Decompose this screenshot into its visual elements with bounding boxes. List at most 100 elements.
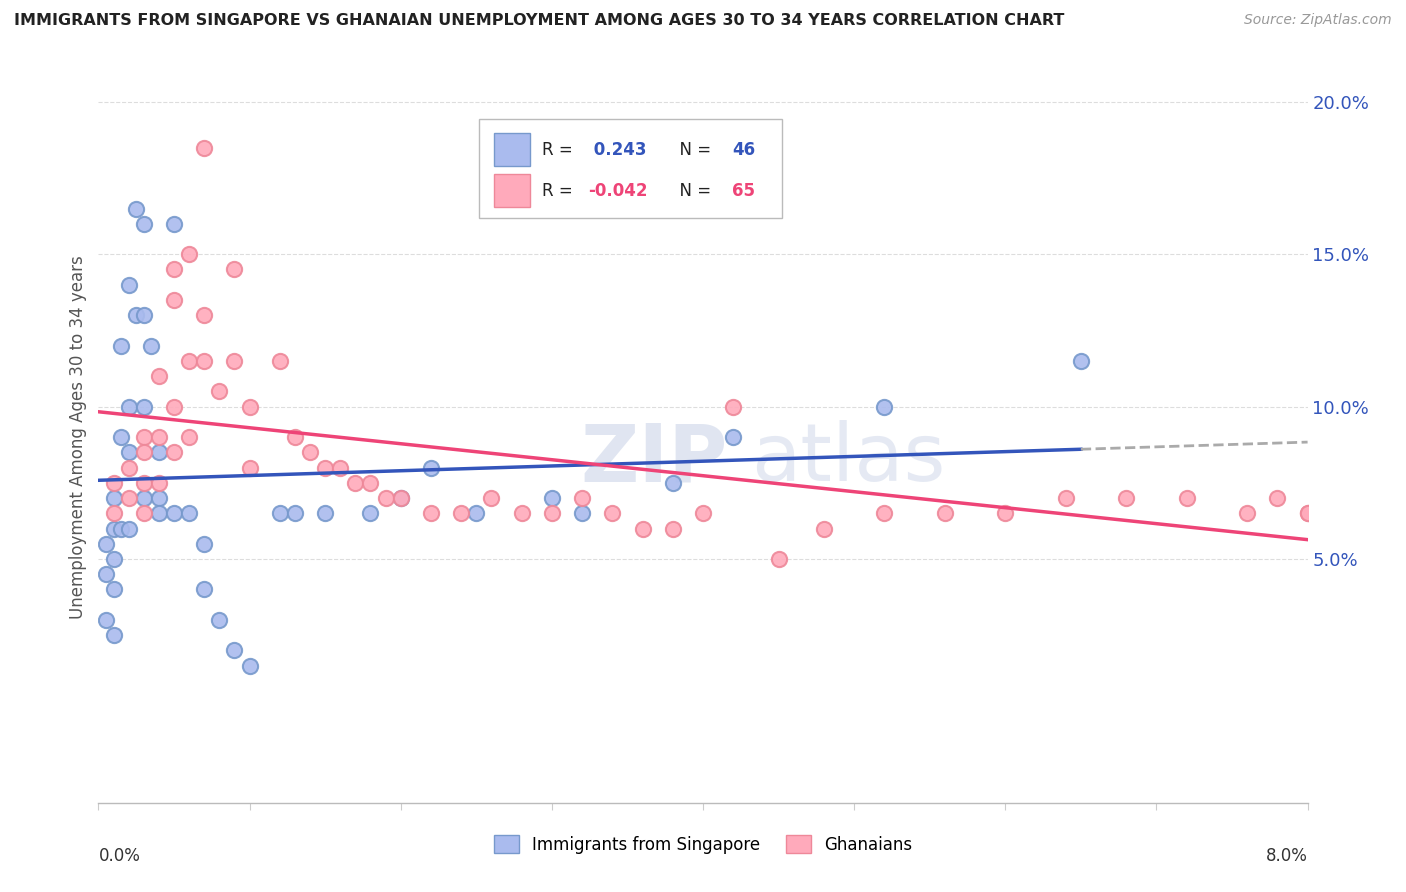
Point <box>1327 506 1350 520</box>
Point <box>118 445 141 459</box>
Point <box>163 506 186 520</box>
Text: 8.0%: 8.0% <box>1265 847 1308 864</box>
Text: ZIP: ZIP <box>579 420 727 498</box>
Point <box>94 567 117 582</box>
Point <box>239 400 262 414</box>
Point <box>723 400 745 414</box>
Point <box>374 491 396 505</box>
Point <box>389 491 412 505</box>
Text: R =: R = <box>543 141 578 159</box>
Point <box>389 491 412 505</box>
Point <box>132 506 155 520</box>
Point <box>239 460 262 475</box>
Point <box>110 521 132 535</box>
Point <box>163 217 186 231</box>
Point <box>510 506 533 520</box>
Point <box>314 460 336 475</box>
Point <box>103 475 125 490</box>
Point <box>284 506 307 520</box>
Point <box>208 384 231 399</box>
Text: atlas: atlas <box>751 420 946 498</box>
Point <box>118 400 141 414</box>
Point <box>420 506 443 520</box>
Point <box>450 506 472 520</box>
Point <box>1267 491 1289 505</box>
Point <box>314 506 336 520</box>
Point <box>163 400 186 414</box>
Point <box>148 369 170 384</box>
Point <box>103 628 125 642</box>
Point <box>132 491 155 505</box>
Point <box>179 247 201 261</box>
Point <box>768 552 790 566</box>
Point <box>723 430 745 444</box>
Point <box>934 506 956 520</box>
Point <box>1054 491 1077 505</box>
Point <box>125 202 148 216</box>
Point <box>540 491 562 505</box>
Point <box>132 475 155 490</box>
Point <box>284 430 307 444</box>
Point <box>110 430 132 444</box>
Point <box>179 430 201 444</box>
Text: 0.0%: 0.0% <box>98 847 141 864</box>
Point <box>94 537 117 551</box>
Point <box>103 491 125 505</box>
Point <box>269 506 291 520</box>
Text: N =: N = <box>669 182 717 200</box>
Point <box>602 506 624 520</box>
Point <box>103 506 125 520</box>
Point <box>148 430 170 444</box>
Point <box>420 460 443 475</box>
Point <box>1372 598 1395 612</box>
Point <box>94 613 117 627</box>
Point <box>873 400 896 414</box>
Point <box>208 613 231 627</box>
Point <box>1115 491 1137 505</box>
Text: R =: R = <box>543 182 578 200</box>
Point <box>481 491 503 505</box>
FancyBboxPatch shape <box>479 119 782 218</box>
Point <box>193 537 215 551</box>
FancyBboxPatch shape <box>494 174 530 208</box>
Text: 46: 46 <box>733 141 755 159</box>
Point <box>224 262 246 277</box>
Point <box>110 338 132 352</box>
Point <box>571 491 593 505</box>
Point <box>132 430 155 444</box>
Point <box>125 308 148 322</box>
Point <box>540 506 562 520</box>
Point <box>193 354 215 368</box>
Point <box>193 140 215 154</box>
Point <box>193 308 215 322</box>
Point <box>224 643 246 657</box>
Text: IMMIGRANTS FROM SINGAPORE VS GHANAIAN UNEMPLOYMENT AMONG AGES 30 TO 34 YEARS COR: IMMIGRANTS FROM SINGAPORE VS GHANAIAN UN… <box>14 13 1064 29</box>
Point <box>163 262 186 277</box>
Point <box>1175 491 1198 505</box>
Point <box>103 552 125 566</box>
Point <box>224 354 246 368</box>
Point <box>360 506 382 520</box>
Point <box>132 445 155 459</box>
Point <box>1296 506 1319 520</box>
Point <box>692 506 714 520</box>
Point <box>118 521 141 535</box>
Point <box>1070 354 1092 368</box>
Point <box>103 582 125 597</box>
Text: 0.243: 0.243 <box>588 141 647 159</box>
Point <box>163 445 186 459</box>
Point <box>193 582 215 597</box>
Point <box>994 506 1017 520</box>
Point <box>661 475 683 490</box>
Point <box>148 445 170 459</box>
Point <box>179 354 201 368</box>
Point <box>118 277 141 292</box>
Point <box>329 460 352 475</box>
FancyBboxPatch shape <box>494 133 530 167</box>
Y-axis label: Unemployment Among Ages 30 to 34 years: Unemployment Among Ages 30 to 34 years <box>69 255 87 619</box>
Text: -0.042: -0.042 <box>588 182 648 200</box>
Point <box>571 506 593 520</box>
Point <box>132 308 155 322</box>
Point <box>148 506 170 520</box>
Point <box>141 338 163 352</box>
